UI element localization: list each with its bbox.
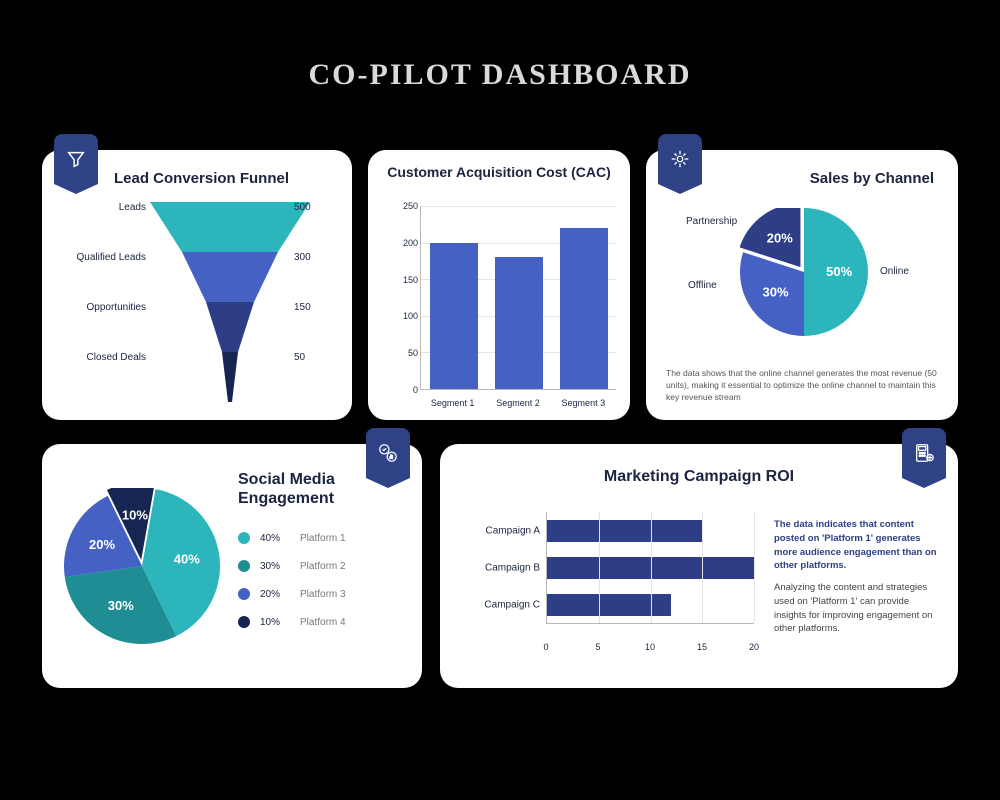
sales-label-online: Online: [880, 266, 909, 277]
funnel-stage-label: Closed Deals: [56, 352, 146, 363]
cac-bar: [430, 243, 478, 389]
sales-pie: 50% 30% 20%: [740, 208, 868, 341]
roi-lead-text: The data indicates that content posted o…: [774, 518, 938, 573]
pie-pct-label: 20%: [767, 231, 793, 246]
legend-row: 30% Platform 2: [238, 552, 346, 580]
thumbs-icon: [377, 442, 399, 464]
legend-swatch: [238, 532, 250, 544]
roi-ylabel: Campaign C: [464, 600, 540, 611]
funnel-stage-label: Leads: [56, 202, 146, 213]
cac-x-labels: Segment 1 Segment 2 Segment 3: [420, 398, 616, 408]
funnel-stage-label: Qualified Leads: [56, 252, 146, 263]
card-sales: Sales by Channel 50% 30% 20% Online Offline…: [646, 150, 958, 420]
legend-row: 20% Platform 3: [238, 580, 346, 608]
roi-chart: Campaign ACampaign BCampaign C 05101520: [464, 512, 754, 642]
page-title: CO-PILOT DASHBOARD: [0, 58, 1000, 92]
card-roi: Marketing Campaign ROI Campaign A Campaig…: [440, 444, 958, 688]
card-funnel: Lead Conversion Funnel Leads Qualified Le…: [42, 150, 352, 420]
social-pie: 40% 30% 20% 10%: [64, 488, 220, 649]
cac-ytick: 50: [408, 348, 418, 358]
cac-ytick: 200: [403, 238, 418, 248]
legend-swatch: [238, 588, 250, 600]
funnel-segment: [182, 252, 278, 302]
funnel-ribbon: [54, 134, 98, 184]
funnel-segment: [150, 202, 310, 252]
social-legend: 40% Platform 1 30% Platform 2 20% Platform 3 1…: [238, 524, 346, 636]
sales-title: Sales by Channel: [810, 170, 934, 187]
roi-xtick: 10: [645, 642, 655, 652]
sales-label-partnership: Partnership: [686, 216, 737, 227]
cac-chart: 050100150200250: [396, 206, 616, 390]
legend-label: Platform 2: [300, 561, 346, 572]
roi-ylabel: Campaign A: [464, 525, 540, 536]
legend-label: Platform 1: [300, 533, 346, 544]
pie-pct-label: 30%: [108, 598, 134, 613]
funnel-segment: [222, 352, 238, 402]
legend-label: Platform 4: [300, 617, 346, 628]
roi-body-text: Analyzing the content and strategies use…: [774, 581, 938, 636]
roi-bar: [547, 594, 671, 616]
pie-pct-label: 50%: [826, 264, 852, 279]
cac-xlabel: Segment 3: [562, 398, 606, 408]
pie-pct-label: 30%: [763, 285, 789, 300]
roi-title: Marketing Campaign ROI: [440, 468, 958, 486]
sales-description: The data shows that the online channel g…: [666, 368, 938, 404]
cac-ytick: 250: [403, 201, 418, 211]
pie-pct-label: 40%: [174, 552, 200, 567]
funnel-segment: [206, 302, 254, 352]
sales-ribbon: [658, 134, 702, 184]
legend-label: Platform 3: [300, 589, 346, 600]
legend-row: 40% Platform 1: [238, 524, 346, 552]
card-cac: Customer Acquisition Cost (CAC) 0 50 100 15…: [368, 150, 630, 420]
calculator-icon: [913, 442, 935, 464]
pie-pct-label: 10%: [122, 507, 148, 522]
roi-xtick: 5: [595, 642, 600, 652]
roi-xtick: 15: [697, 642, 707, 652]
social-title: Social Media Engagement: [238, 470, 398, 508]
funnel-stage-value: 150: [294, 302, 334, 313]
legend-swatch: [238, 616, 250, 628]
legend-pct: 20%: [260, 589, 290, 600]
funnel-icon: [65, 148, 87, 170]
cac-bar: [560, 228, 608, 389]
roi-bar: [547, 520, 702, 542]
roi-ylabel: Campaign B: [464, 563, 540, 574]
cac-xlabel: Segment 1: [431, 398, 475, 408]
legend-pct: 40%: [260, 533, 290, 544]
legend-pct: 30%: [260, 561, 290, 572]
legend-pct: 10%: [260, 617, 290, 628]
cac-bar: [495, 257, 543, 389]
funnel-chart: [150, 202, 310, 402]
cac-xlabel: Segment 2: [496, 398, 540, 408]
cac-ytick: 150: [403, 275, 418, 285]
roi-xtick: 20: [749, 642, 759, 652]
funnel-stage-value: 50: [294, 352, 334, 363]
pie-pct-label: 20%: [89, 537, 115, 552]
funnel-title: Lead Conversion Funnel: [114, 170, 289, 187]
roi-text-block: The data indicates that content posted o…: [774, 518, 938, 636]
cac-title: Customer Acquisition Cost (CAC): [368, 164, 630, 181]
funnel-stage-label: Opportunities: [56, 302, 146, 313]
target-icon: [669, 148, 691, 170]
cac-ytick: 100: [403, 311, 418, 321]
legend-row: 10% Platform 4: [238, 608, 346, 636]
roi-xtick: 0: [543, 642, 548, 652]
legend-swatch: [238, 560, 250, 572]
cac-ytick: 0: [413, 385, 418, 395]
card-social: Social Media Engagement 40% 30% 20% 10% 40%…: [42, 444, 422, 688]
funnel-stage-value: 300: [294, 252, 334, 263]
sales-label-offline: Offline: [688, 280, 717, 291]
funnel-stage-value: 500: [294, 202, 334, 213]
